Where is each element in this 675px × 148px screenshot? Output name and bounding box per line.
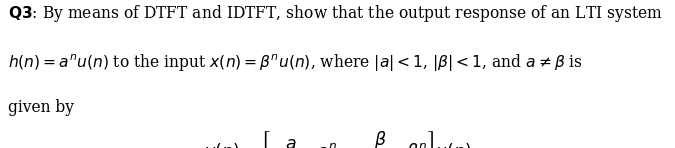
Text: $\mathbf{Q3}$: By means of DTFT and IDTFT, show that the output response of an L: $\mathbf{Q3}$: By means of DTFT and IDTF… bbox=[8, 3, 663, 24]
Text: given by: given by bbox=[8, 99, 74, 116]
Text: $h(n) = a^nu(n)$ to the input $x(n) = \beta^nu(n)$, where $|a| < 1$, $|\beta| < : $h(n) = a^nu(n)$ to the input $x(n) = \b… bbox=[8, 52, 583, 73]
Text: $y(n) = \left[\dfrac{a}{a - \beta}\,a^n - \dfrac{\beta}{a - \beta}\,\beta^n\righ: $y(n) = \left[\dfrac{a}{a - \beta}\,a^n … bbox=[204, 129, 471, 148]
